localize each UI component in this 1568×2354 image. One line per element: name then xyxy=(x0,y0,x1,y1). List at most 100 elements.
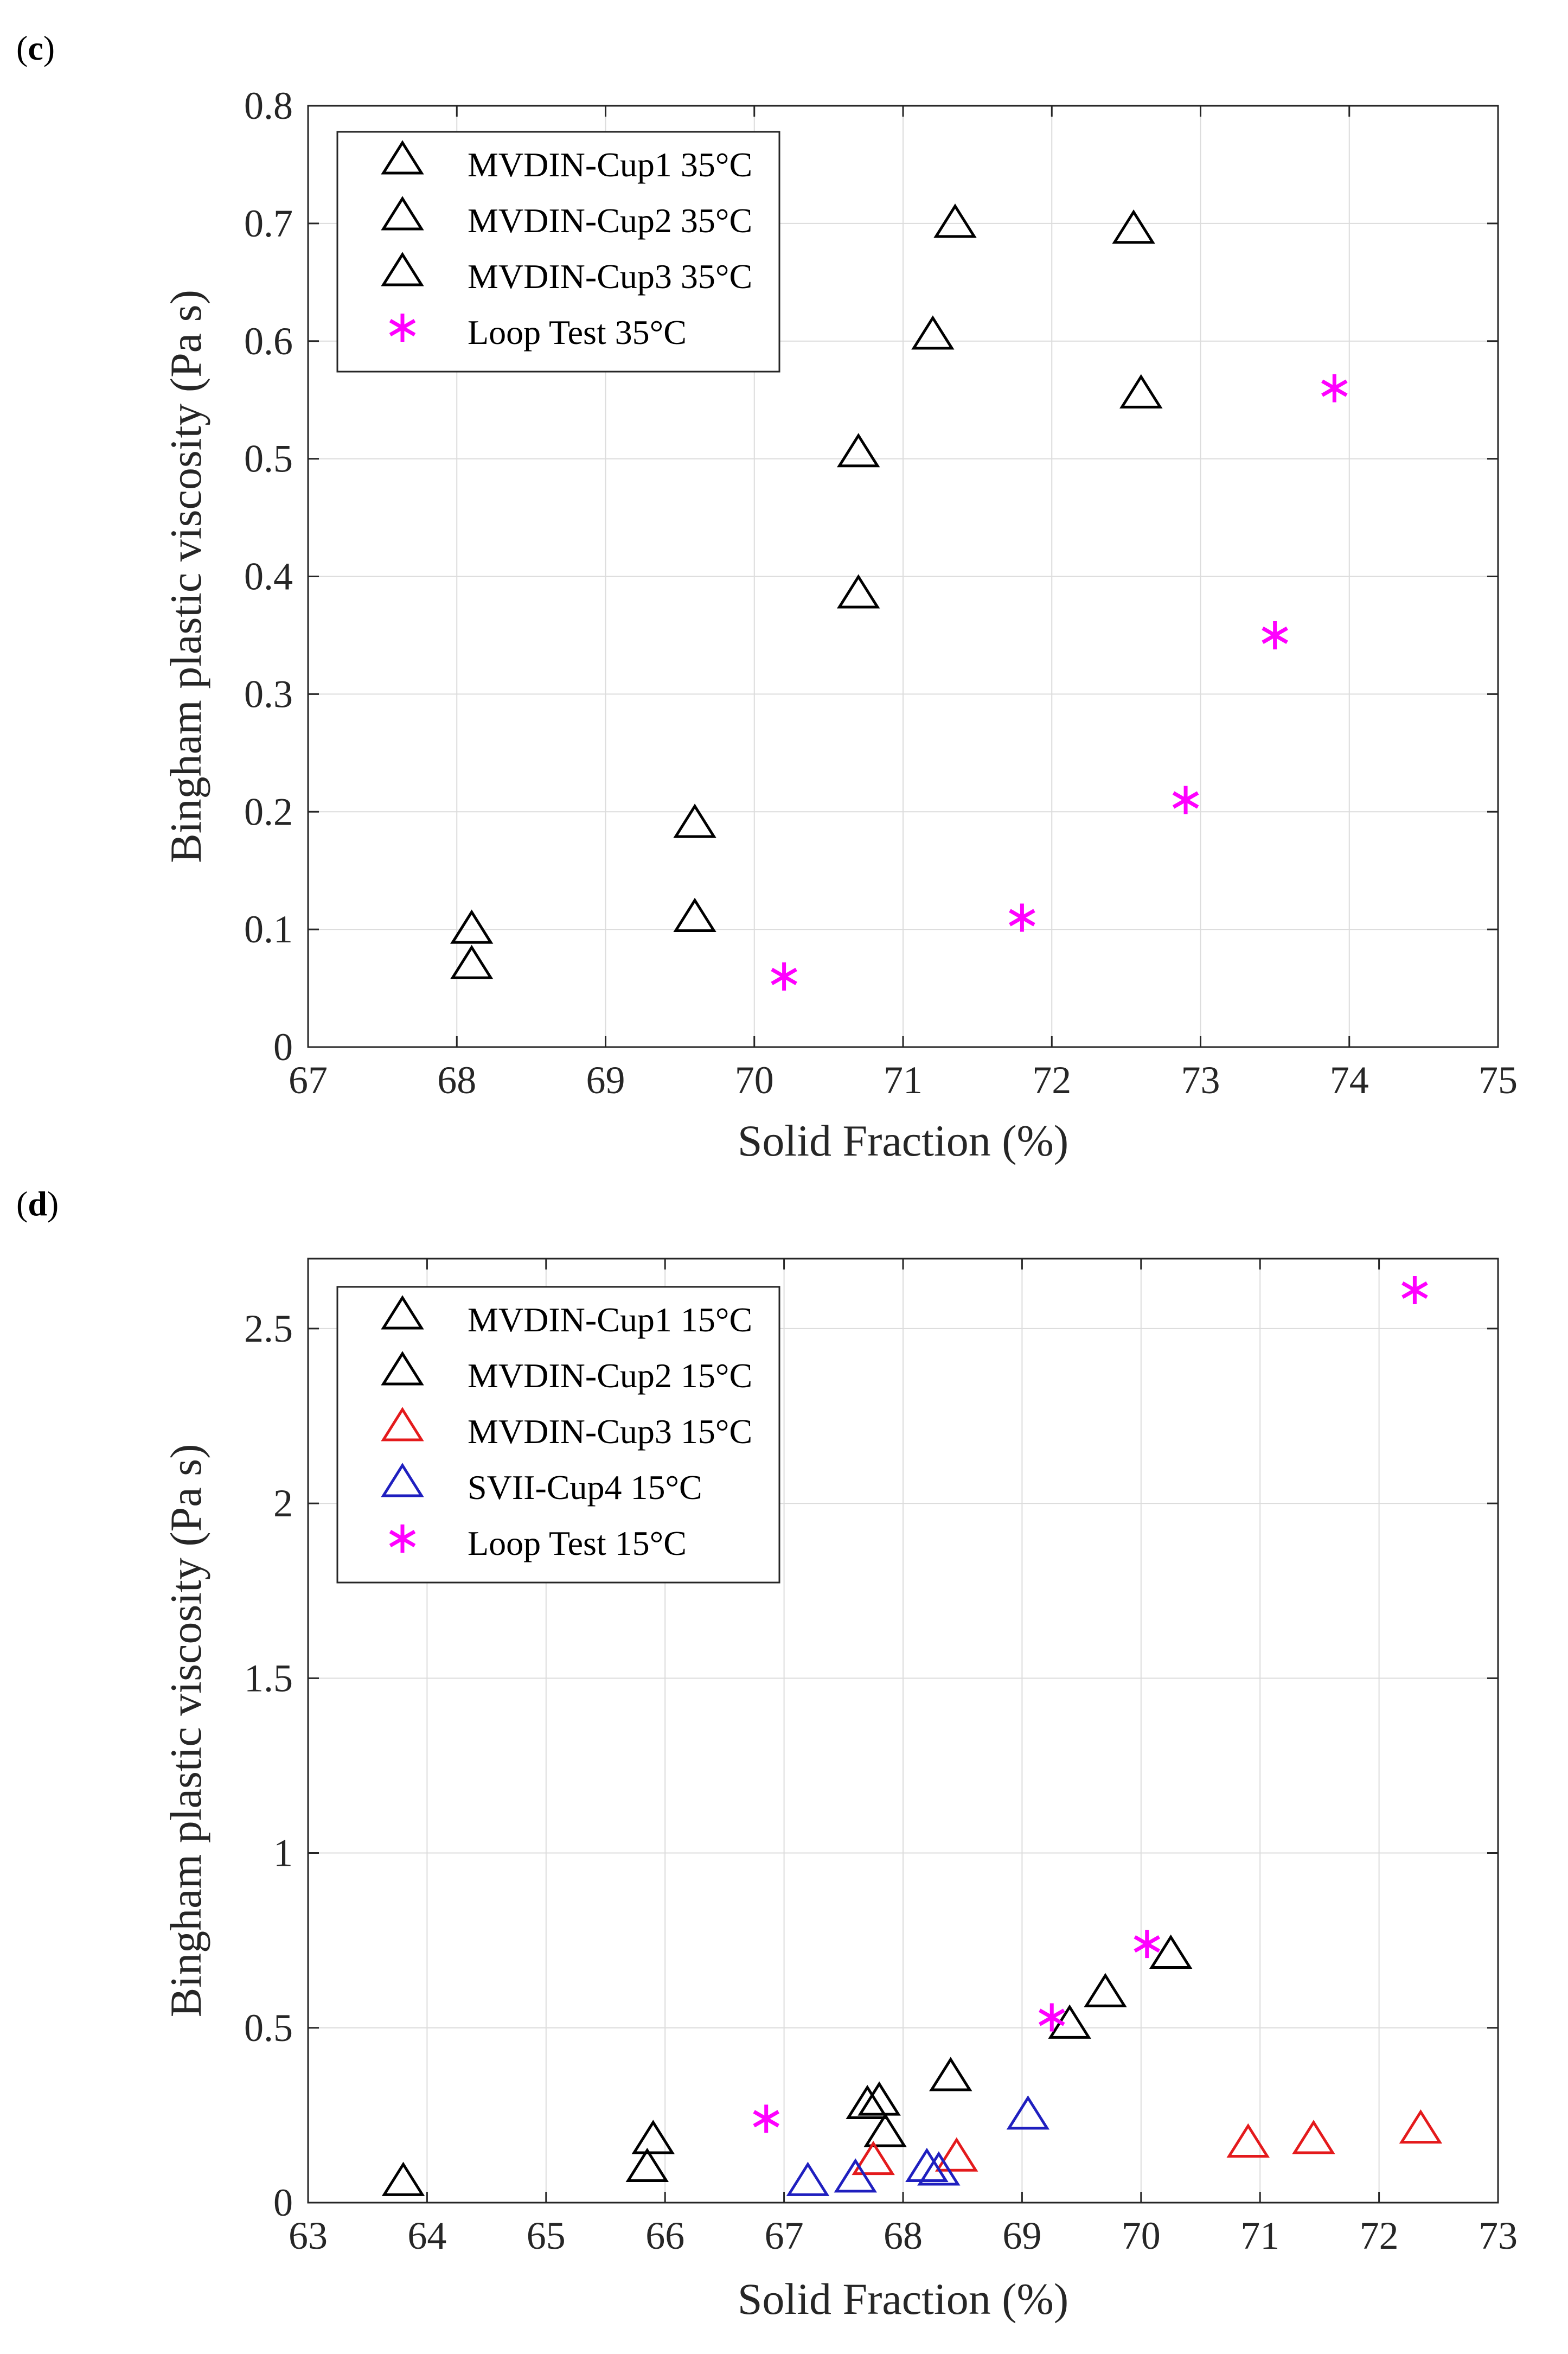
legend-label: MVDIN-Cup2 15°C xyxy=(468,1356,752,1395)
legend-label: MVDIN-Cup3 15°C xyxy=(468,1412,752,1451)
x-tick-label: 74 xyxy=(1330,1058,1369,1102)
axes-box xyxy=(307,1258,1499,2204)
data-point xyxy=(1006,2095,1050,2130)
data-point xyxy=(1149,1934,1193,1969)
data-point xyxy=(753,2104,779,2133)
x-tick-label: 70 xyxy=(735,1058,774,1102)
data-point xyxy=(771,962,797,991)
x-tick-label: 67 xyxy=(289,1058,328,1102)
legend-label: MVDIN-Cup1 15°C xyxy=(468,1300,752,1339)
data-point xyxy=(1119,374,1163,409)
x-tick-label: 63 xyxy=(289,2214,328,2257)
data-point xyxy=(1112,209,1155,244)
data-point xyxy=(1084,1973,1127,2007)
star-stroke xyxy=(1134,1935,1161,1953)
legend-marker xyxy=(381,1351,424,1386)
y-axis-label: Bingham plastic viscosity (Pa s) xyxy=(161,290,210,863)
x-tick-label: 69 xyxy=(586,1058,625,1102)
data-point xyxy=(1401,1276,1428,1304)
y-tick-label: 1.5 xyxy=(244,1656,293,1700)
data-point xyxy=(1009,903,1035,932)
data-point xyxy=(381,2161,425,2196)
data-point xyxy=(1262,621,1288,649)
legend-marker xyxy=(381,140,424,175)
data-point xyxy=(863,2113,907,2147)
x-axis-label: Solid Fraction (%) xyxy=(738,2274,1068,2324)
y-tick-label: 0 xyxy=(273,1025,293,1069)
x-tick-label: 68 xyxy=(437,1058,476,1102)
star-stroke xyxy=(1321,379,1348,397)
star-stroke xyxy=(389,318,416,337)
data-point xyxy=(857,2081,901,2116)
data-point xyxy=(905,2147,949,2183)
legend-label: MVDIN-Cup3 35°C xyxy=(468,257,752,296)
series-3 xyxy=(911,203,1163,409)
legend-label: MVDIN-Cup2 35°C xyxy=(468,201,752,240)
series-5 xyxy=(753,1276,1428,2133)
data-point xyxy=(933,203,977,238)
legend-label: Loop Test 35°C xyxy=(468,313,687,352)
x-tick-label: 71 xyxy=(884,1058,923,1102)
data-point xyxy=(837,433,880,468)
series-4 xyxy=(771,374,1348,991)
x-tick-label: 73 xyxy=(1181,1058,1220,1102)
x-tick-label: 67 xyxy=(765,2214,804,2257)
star-stroke xyxy=(753,2110,779,2128)
series-2 xyxy=(450,433,880,979)
data-point xyxy=(1134,1930,1161,1959)
y-tick-label: 0.6 xyxy=(244,320,293,363)
data-point xyxy=(786,2161,830,2196)
legend-marker xyxy=(381,196,424,231)
star-stroke xyxy=(771,967,797,985)
y-tick-label: 0.1 xyxy=(244,908,293,951)
x-tick-label: 72 xyxy=(1032,1058,1071,1102)
y-tick-label: 1 xyxy=(273,1832,293,1875)
y-tick-label: 2.5 xyxy=(244,1307,293,1350)
legend-marker xyxy=(381,252,424,286)
data-point xyxy=(1399,2109,1443,2144)
legend: MVDIN-Cup1 15°C MVDIN-Cup2 15°C MVDIN-Cup3… xyxy=(336,1286,780,1584)
legend-label: SVII-Cup4 15°C xyxy=(468,1468,702,1507)
legend-label: MVDIN-Cup1 35°C xyxy=(468,145,752,184)
data-point xyxy=(1321,374,1348,403)
star-stroke xyxy=(389,1529,416,1548)
data-point xyxy=(1172,786,1199,814)
y-axis-label: Bingham plastic viscosity (Pa s) xyxy=(161,1444,210,2018)
legend: MVDIN-Cup1 35°C MVDIN-Cup2 35°C MVDIN-Cup3… xyxy=(336,131,780,373)
y-tick-label: 0 xyxy=(273,2181,293,2224)
panel-label: (d) xyxy=(16,1184,59,1223)
data-point xyxy=(450,909,494,944)
data-point xyxy=(673,897,716,932)
data-point xyxy=(1226,2123,1270,2158)
x-tick-label: 71 xyxy=(1240,2214,1279,2257)
axes-box xyxy=(307,105,1499,1048)
data-point xyxy=(837,574,880,609)
data-point xyxy=(852,2140,895,2176)
data-point xyxy=(917,2151,961,2186)
data-point xyxy=(1292,2120,1335,2154)
star-stroke xyxy=(1009,909,1035,927)
x-tick-label: 66 xyxy=(645,2214,684,2257)
x-tick-label: 69 xyxy=(1002,2214,1041,2257)
y-tick-label: 0.7 xyxy=(244,202,293,245)
x-tick-label: 68 xyxy=(884,2214,923,2257)
data-point xyxy=(1038,2003,1065,2032)
series-3 xyxy=(852,2109,1443,2176)
data-point xyxy=(935,2137,978,2172)
legend-marker xyxy=(381,1463,424,1497)
y-tick-label: 0.4 xyxy=(244,555,293,598)
data-point xyxy=(929,2057,972,2091)
x-axis-label: Solid Fraction (%) xyxy=(738,1116,1068,1165)
legend-label: Loop Test 15°C xyxy=(468,1524,687,1562)
star-stroke xyxy=(1262,626,1288,644)
legend-marker xyxy=(381,1295,424,1330)
panel-label: (c) xyxy=(16,29,55,67)
data-point xyxy=(673,803,716,838)
series-1 xyxy=(450,574,880,944)
y-tick-label: 0.5 xyxy=(244,2006,293,2050)
x-tick-label: 70 xyxy=(1122,2214,1161,2257)
data-point xyxy=(846,2084,889,2120)
y-tick-label: 0.2 xyxy=(244,790,293,833)
y-tick-label: 0.5 xyxy=(244,437,293,481)
